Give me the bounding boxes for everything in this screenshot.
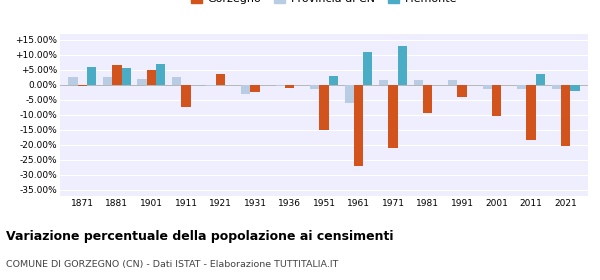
- Bar: [363, 52, 373, 85]
- Bar: [275, 85, 285, 86]
- Bar: [354, 85, 363, 166]
- Bar: [526, 85, 536, 140]
- Bar: [561, 85, 570, 146]
- Text: Variazione percentuale della popolazione ai censimenti: Variazione percentuale della popolazione…: [6, 230, 394, 242]
- Bar: [122, 68, 131, 85]
- Bar: [112, 65, 122, 85]
- Bar: [492, 85, 501, 116]
- Bar: [206, 85, 216, 86]
- Bar: [344, 85, 354, 103]
- Bar: [78, 85, 87, 86]
- Bar: [398, 46, 407, 85]
- Bar: [517, 85, 526, 89]
- Bar: [379, 80, 388, 85]
- Bar: [388, 85, 398, 148]
- Bar: [319, 85, 329, 130]
- Bar: [250, 85, 260, 92]
- Bar: [172, 77, 181, 85]
- Bar: [241, 85, 250, 94]
- Bar: [147, 70, 156, 85]
- Bar: [181, 85, 191, 107]
- Bar: [216, 74, 225, 85]
- Bar: [551, 85, 561, 89]
- Bar: [285, 85, 294, 88]
- Legend: Gorzegno, Provincia di CN, Piemonte: Gorzegno, Provincia di CN, Piemonte: [191, 0, 457, 4]
- Bar: [310, 85, 319, 89]
- Bar: [413, 80, 423, 85]
- Bar: [457, 85, 467, 97]
- Bar: [103, 77, 112, 85]
- Bar: [137, 79, 147, 85]
- Bar: [423, 85, 432, 113]
- Bar: [570, 85, 580, 91]
- Text: COMUNE DI GORZEGNO (CN) - Dati ISTAT - Elaborazione TUTTITALIA.IT: COMUNE DI GORZEGNO (CN) - Dati ISTAT - E…: [6, 260, 338, 269]
- Bar: [329, 76, 338, 85]
- Bar: [482, 85, 492, 89]
- Bar: [448, 80, 457, 85]
- Bar: [156, 64, 166, 85]
- Bar: [87, 67, 97, 85]
- Bar: [68, 77, 78, 85]
- Bar: [536, 74, 545, 85]
